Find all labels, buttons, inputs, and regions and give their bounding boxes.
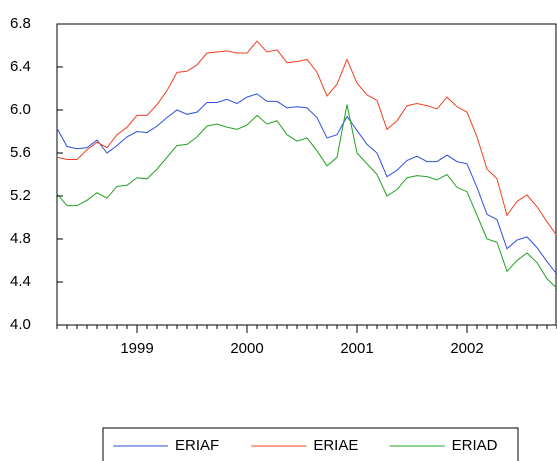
y-tick-label: 5.2 bbox=[10, 187, 31, 204]
y-tick-label: 4.4 bbox=[10, 273, 31, 290]
plot-frame bbox=[56, 23, 557, 326]
legend-box bbox=[102, 427, 519, 461]
y-tick-label: 4.0 bbox=[10, 316, 31, 333]
series-line bbox=[56, 104, 557, 289]
x-tick-label: 2001 bbox=[340, 340, 373, 357]
x-tick-label: 1999 bbox=[120, 340, 153, 357]
y-tick-label: 4.8 bbox=[10, 230, 31, 247]
y-tick-label: 5.6 bbox=[10, 144, 31, 161]
series-line bbox=[56, 40, 557, 237]
series-line bbox=[56, 93, 557, 275]
x-tick-label: 2002 bbox=[450, 340, 483, 357]
x-tick-label: 2000 bbox=[230, 340, 263, 357]
legend-label: ERIAD bbox=[452, 437, 498, 454]
y-tick-label: 6.8 bbox=[10, 15, 31, 32]
y-tick-label: 6.0 bbox=[10, 101, 31, 118]
legend-label: ERIAE bbox=[313, 437, 358, 454]
y-tick-label: 6.4 bbox=[10, 58, 31, 75]
legend-label: ERIAF bbox=[175, 437, 219, 454]
